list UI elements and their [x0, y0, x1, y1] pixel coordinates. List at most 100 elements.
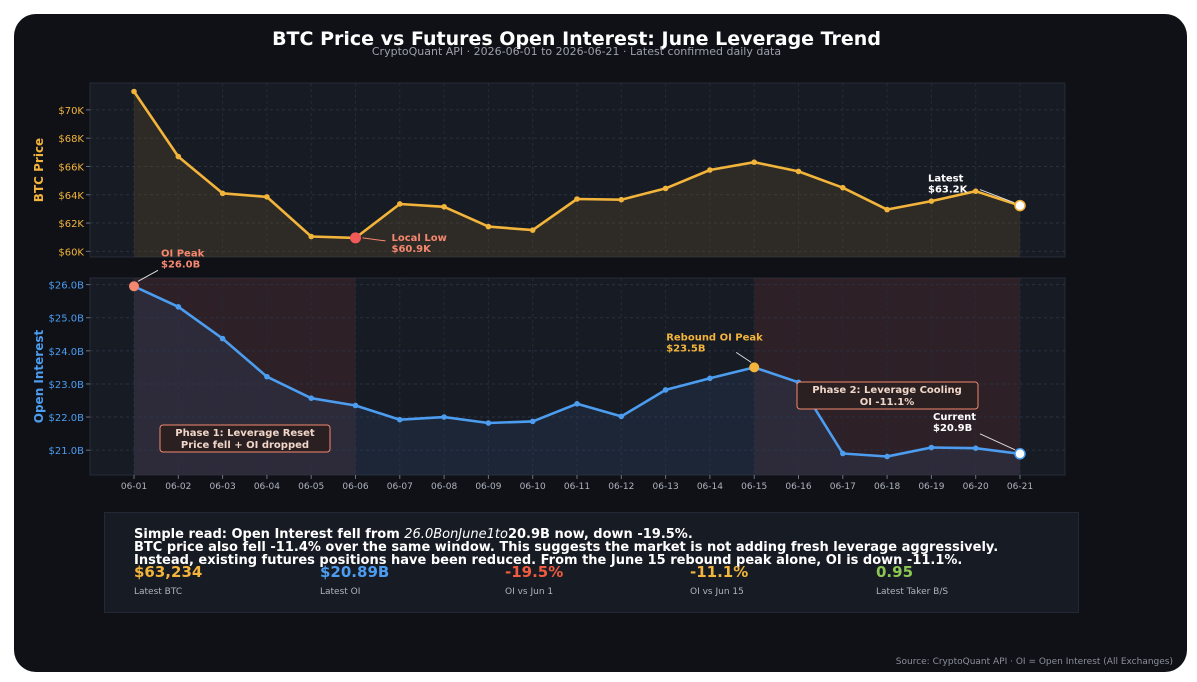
x-tick-label: 06-16	[785, 482, 811, 492]
metric-oi-vs-jun1: -19.5% OI vs Jun 1	[505, 563, 563, 597]
price-point	[219, 190, 226, 197]
x-tick-label: 06-14	[697, 482, 723, 492]
oi-point	[618, 413, 625, 420]
x-tick-label: 06-06	[342, 482, 368, 492]
oi-point	[529, 418, 536, 425]
price-axis-label: BTC Price	[32, 138, 46, 202]
price-point	[751, 159, 757, 166]
oi-point	[574, 401, 580, 407]
oi-rebound-arrow	[735, 351, 752, 363]
price-area	[134, 91, 1020, 257]
metric-label: Latest OI	[320, 587, 361, 597]
oi-area	[134, 286, 1020, 475]
oi-point	[884, 453, 890, 460]
oi-point	[264, 373, 270, 380]
metric-label: OI vs Jun 1	[505, 587, 554, 597]
metric-latest-btc: $63,234 Latest BTC	[134, 563, 202, 597]
source-note: Source: CryptoQuant API · OI = Open Inte…	[895, 657, 1173, 667]
dashboard-frame: BTC Price vs Futures Open Interest: June…	[14, 14, 1187, 672]
price-point	[840, 184, 846, 191]
summary-line-1-a: Simple read: Open Interest fell from	[134, 527, 405, 542]
price-local-low-arrow	[362, 237, 386, 242]
price-point	[175, 153, 182, 160]
oi-peak-value: $26.0B	[161, 259, 200, 270]
chart-title: BTC Price vs Futures Open Interest: June…	[272, 28, 881, 50]
oi-current-label: Current	[933, 412, 976, 423]
metric-latest-oi: $20.89B Latest OI	[320, 563, 389, 597]
summary-line-3: Instead, existing futures positions have…	[134, 553, 963, 568]
metric-value: -19.5%	[505, 563, 564, 581]
oi-point	[662, 387, 669, 393]
x-tick-label: 06-11	[564, 482, 590, 492]
metric-label: Latest Taker B/S	[876, 587, 949, 597]
metric-value: $20.89B	[320, 563, 390, 581]
oi-rebound-label: Rebound OI Peak	[666, 332, 763, 343]
price-tick-label: $70K	[58, 106, 84, 117]
oi-axis-label: Open Interest	[32, 330, 46, 424]
oi-rebound-marker	[749, 362, 760, 373]
x-tick-label: 06-03	[210, 482, 236, 492]
phase-1-box	[159, 424, 331, 453]
oi-tick-label: $24.0B	[49, 347, 85, 358]
price-latest-arrow	[979, 189, 1015, 204]
x-tick-label: 06-18	[874, 482, 900, 492]
phase-1-title: Phase 1: Leverage Reset	[175, 428, 315, 439]
price-tick-label: $62K	[58, 219, 84, 230]
oi-tick-label: $23.0B	[49, 380, 85, 391]
x-tick-label: 06-07	[387, 482, 413, 492]
price-point	[618, 196, 625, 203]
oi-point	[707, 375, 713, 382]
price-latest-marker	[1014, 199, 1026, 212]
price-point	[485, 223, 492, 230]
oi-current-value: $20.9B	[933, 423, 972, 434]
metric-value: -11.1%	[690, 563, 749, 581]
oi-peak-label: OI Peak	[161, 248, 205, 259]
x-tick-label: 06-19	[918, 482, 944, 492]
x-axis: 06-01 06-02 06-03 06-04 06-05 06-06 06-07 06-08…	[121, 475, 1033, 492]
x-tick-label: 06-12	[608, 482, 634, 492]
price-point	[264, 194, 270, 200]
price-point	[574, 196, 580, 202]
summary-line-1-c: 20.9B now, down -19.5%.	[507, 527, 693, 542]
chart-subtitle: CryptoQuant API · 2026-06-01 to 2026-06-…	[371, 45, 782, 58]
oi-point	[308, 395, 315, 401]
price-point	[131, 88, 137, 95]
x-tick-label: 06-08	[431, 482, 457, 492]
price-point	[972, 188, 979, 195]
oi-tick-label: $21.0B	[49, 446, 85, 457]
oi-point	[397, 416, 403, 423]
price-latest-value: $63.2K	[928, 185, 969, 196]
summary-line-2: BTC price also fell -11.4% over the same…	[134, 540, 999, 555]
price-point	[928, 198, 935, 204]
oi-tick-label: $25.0B	[49, 314, 85, 325]
price-local-low-marker	[350, 232, 361, 244]
metric-taker-bs: 0.95 Latest Taker B/S	[876, 563, 948, 597]
price-tick-label: $68K	[58, 134, 84, 145]
x-tick-label: 06-20	[963, 482, 989, 492]
price-tick-label: $64K	[58, 191, 84, 202]
phase-2-title: Phase 2: Leverage Cooling	[812, 385, 962, 396]
phase-1-desc: Price fell + OI dropped	[181, 440, 309, 451]
price-local-low-label: Local Low	[392, 233, 447, 244]
x-tick-label: 06-02	[165, 482, 191, 492]
x-tick-label: 06-13	[653, 482, 679, 492]
oi-point	[441, 414, 447, 420]
x-tick-label: 06-15	[741, 482, 767, 492]
metric-label: Latest BTC	[134, 587, 183, 597]
price-point	[662, 185, 669, 192]
summary-line-1-b: 26.0BonJune1to	[404, 527, 508, 542]
price-point	[529, 227, 536, 233]
oi-point	[219, 335, 226, 342]
price-point	[308, 233, 315, 240]
price-tick-label: $60K	[58, 247, 84, 258]
price-local-low-value: $60.9K	[392, 244, 433, 255]
x-tick-label: 06-17	[830, 482, 856, 492]
x-tick-label: 06-04	[254, 482, 280, 492]
x-tick-label: 06-05	[298, 482, 324, 492]
oi-point	[352, 402, 359, 409]
price-point	[707, 167, 713, 173]
metric-value: 0.95	[876, 563, 914, 581]
charts-svg: $60K $62K $64K $66K $68K $70K BTC Price Local L…	[32, 82, 1066, 492]
oi-point	[485, 420, 492, 426]
metric-oi-vs-jun15: -11.1% OI vs Jun 15	[690, 563, 748, 597]
